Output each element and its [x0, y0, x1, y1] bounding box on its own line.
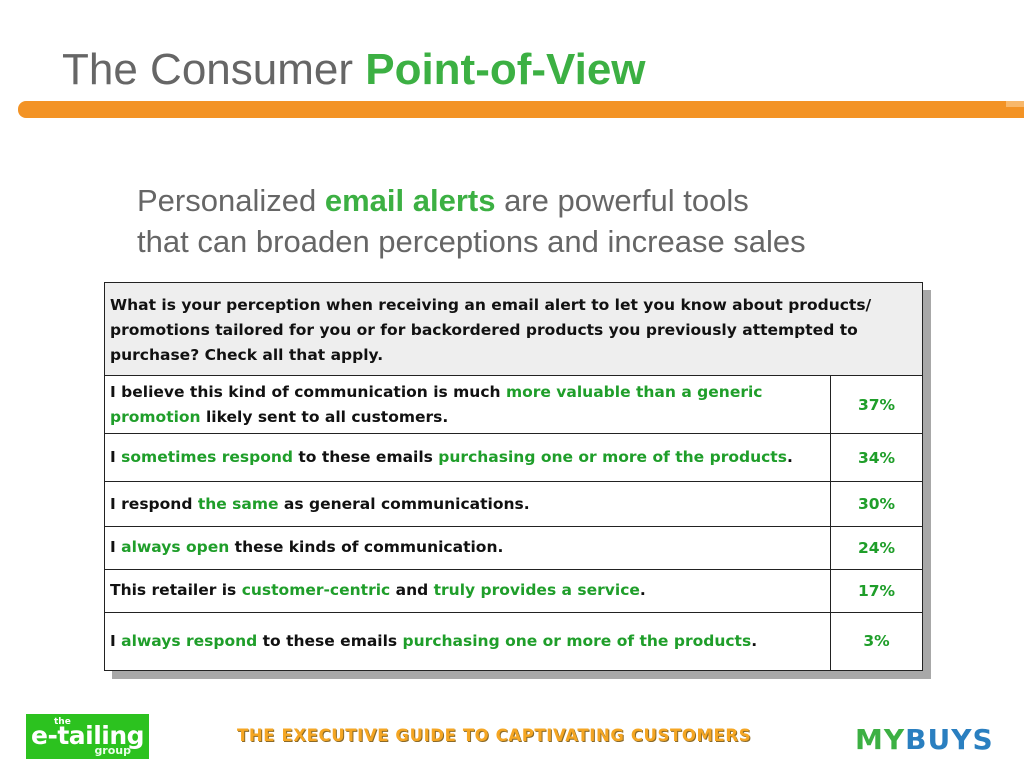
- title-plain: The Consumer: [62, 45, 366, 94]
- response-percentage: 37%: [830, 375, 923, 435]
- subtitle-line-1: Personalized email alerts are powerful t…: [137, 180, 806, 221]
- response-statement: I always open these kinds of communicati…: [104, 525, 831, 570]
- table-row: I sometimes respond to these emails purc…: [104, 433, 923, 483]
- table-row: I always open these kinds of communicati…: [104, 525, 923, 570]
- survey-question: What is your perception when receiving a…: [104, 281, 923, 377]
- subtitle-line-1-post: are powerful tools: [495, 183, 749, 218]
- table-row: I respond the same as general communicat…: [104, 481, 923, 527]
- slide-subtitle: Personalized email alerts are powerful t…: [137, 180, 806, 262]
- response-percentage: 30%: [830, 481, 923, 527]
- response-statement: I believe this kind of communication is …: [104, 375, 831, 435]
- subtitle-line-2: that can broaden perceptions and increas…: [137, 224, 806, 259]
- e-tailing-group-logo: the e-tailing group: [26, 714, 149, 759]
- response-statement: I sometimes respond to these emails purc…: [104, 433, 831, 483]
- title-divider-bar: [18, 101, 1024, 118]
- logo-main: e-tailing: [31, 721, 145, 750]
- slide-title: The Consumer Point-of-View: [62, 44, 646, 96]
- response-percentage: 24%: [830, 525, 923, 570]
- subtitle-highlight: email alerts: [324, 183, 496, 218]
- mybuys-logo-part1: MY: [855, 723, 906, 756]
- response-percentage: 17%: [830, 568, 923, 613]
- logo-the: the: [54, 717, 71, 727]
- title-highlight: Point-of-View: [365, 45, 646, 94]
- logo-group: group: [94, 744, 131, 757]
- mybuys-logo: MYBUYS: [855, 724, 994, 756]
- title-divider-tip: [1006, 101, 1024, 107]
- table-row: This retailer is customer-centric and tr…: [104, 568, 923, 613]
- response-percentage: 34%: [830, 433, 923, 483]
- survey-table: What is your perception when receiving a…: [104, 281, 923, 672]
- question-row: What is your perception when receiving a…: [104, 281, 923, 377]
- table-row: I believe this kind of communication is …: [104, 375, 923, 435]
- response-statement: I respond the same as general communicat…: [104, 481, 831, 527]
- response-statement: This retailer is customer-centric and tr…: [104, 568, 831, 613]
- response-statement: I always respond to these emails purchas…: [104, 611, 831, 672]
- response-percentage: 3%: [830, 611, 923, 672]
- subtitle-line-1-pre: Personalized: [137, 183, 325, 218]
- table-row: I always respond to these emails purchas…: [104, 611, 923, 672]
- footer-tagline: THE EXECUTIVE GUIDE TO CAPTIVATING CUSTO…: [237, 726, 752, 745]
- mybuys-logo-part2: BUYS: [905, 723, 994, 756]
